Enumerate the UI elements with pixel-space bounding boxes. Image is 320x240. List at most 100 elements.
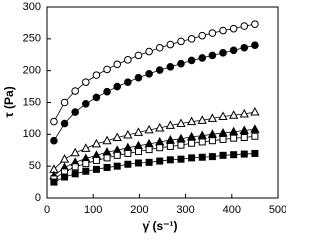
point xyxy=(134,73,143,82)
point xyxy=(124,78,132,86)
point xyxy=(240,134,248,142)
point xyxy=(176,118,186,128)
point xyxy=(188,139,196,147)
point xyxy=(134,148,142,156)
point xyxy=(124,160,132,168)
y-tick-label: 150 xyxy=(23,96,41,108)
point xyxy=(156,144,164,152)
point xyxy=(145,47,153,56)
point xyxy=(219,26,227,35)
point xyxy=(59,154,70,163)
point xyxy=(251,149,259,157)
point xyxy=(103,65,111,74)
fit-line xyxy=(53,44,255,141)
point xyxy=(219,151,227,159)
x-tick-label: 400 xyxy=(223,204,241,216)
point xyxy=(124,149,132,157)
point xyxy=(251,41,259,50)
x-tick-label: 100 xyxy=(84,204,102,216)
point xyxy=(113,162,121,170)
point xyxy=(208,51,217,60)
point xyxy=(134,159,142,167)
y-tick-label: 200 xyxy=(23,65,41,77)
point xyxy=(198,153,206,161)
point xyxy=(251,132,259,140)
point xyxy=(198,31,207,40)
point xyxy=(198,138,206,146)
x-tick-label: 500 xyxy=(269,204,286,216)
point xyxy=(166,142,174,150)
point xyxy=(165,120,175,129)
point xyxy=(50,117,58,126)
point xyxy=(239,108,249,118)
point xyxy=(50,178,58,186)
y-tick-label: 50 xyxy=(29,160,41,172)
point xyxy=(230,151,238,159)
point xyxy=(70,147,80,157)
point xyxy=(219,135,227,143)
point xyxy=(155,43,164,52)
point xyxy=(250,107,260,116)
point xyxy=(207,113,218,122)
point xyxy=(186,116,197,126)
point xyxy=(166,63,175,71)
point xyxy=(60,98,69,107)
point xyxy=(229,46,238,55)
point xyxy=(71,108,79,116)
point xyxy=(177,37,185,46)
point xyxy=(250,124,260,133)
point xyxy=(103,154,111,162)
point xyxy=(82,167,90,175)
point xyxy=(177,141,185,149)
y-tick-label: 0 xyxy=(35,192,41,204)
point xyxy=(71,170,79,178)
point xyxy=(187,35,196,43)
point xyxy=(145,158,153,166)
point xyxy=(208,137,216,145)
point xyxy=(92,93,101,102)
point xyxy=(197,115,207,124)
point xyxy=(155,122,165,132)
point xyxy=(71,87,79,95)
point xyxy=(103,163,111,171)
y-tick-label: 100 xyxy=(23,128,41,140)
point xyxy=(219,49,227,57)
point xyxy=(92,165,100,173)
point xyxy=(103,87,111,96)
point xyxy=(71,163,79,171)
plot-frame xyxy=(46,6,279,199)
point xyxy=(60,119,69,128)
point xyxy=(123,129,133,139)
point xyxy=(92,71,101,79)
point xyxy=(166,156,174,164)
point xyxy=(134,51,143,60)
point xyxy=(145,146,153,154)
point xyxy=(113,60,122,69)
point xyxy=(91,138,102,148)
point xyxy=(113,151,121,159)
x-axis-title: γ̇ (s⁻¹) xyxy=(142,219,177,233)
point xyxy=(113,82,122,91)
x-tick-label: 200 xyxy=(130,204,148,216)
point xyxy=(208,29,217,37)
point xyxy=(81,143,91,152)
point xyxy=(187,56,196,65)
point xyxy=(50,136,58,145)
point xyxy=(156,157,164,165)
point xyxy=(198,54,207,62)
point xyxy=(102,135,112,145)
point xyxy=(166,40,175,49)
point xyxy=(124,56,132,64)
point xyxy=(208,153,216,161)
point xyxy=(177,59,185,68)
point xyxy=(144,124,154,134)
point xyxy=(133,127,144,136)
point xyxy=(92,156,100,164)
point xyxy=(251,20,259,28)
point xyxy=(239,125,249,135)
point xyxy=(240,150,248,158)
point xyxy=(229,24,238,33)
point xyxy=(218,111,228,121)
point xyxy=(229,110,239,119)
y-tick-label: 250 xyxy=(23,33,41,45)
